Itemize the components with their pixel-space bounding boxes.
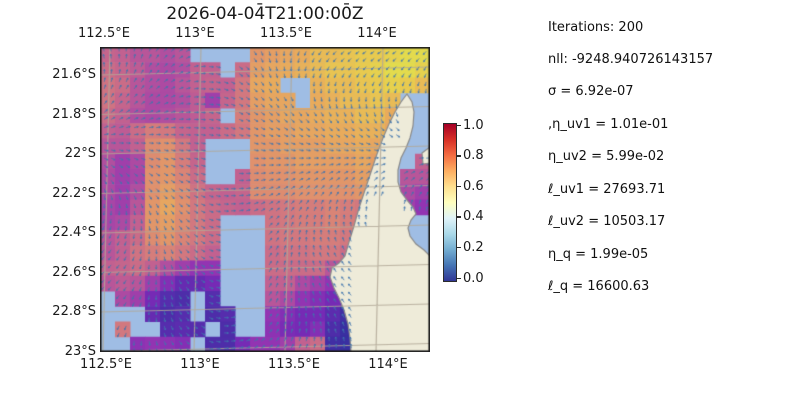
stat-eta-q: η_q = 1.99e-05 (548, 246, 649, 262)
stat-nll: nll: -9248.940726143157 (548, 52, 714, 67)
x-tick-label-top: 112.5°E (78, 26, 130, 41)
stats-panel: Iterations: 200 nll: -9248.940726143157 … (548, 20, 788, 310)
y-tick-label: 22°S (64, 146, 96, 161)
colorbar-tick-label: 0.8 (463, 148, 484, 164)
colorbar-tick (456, 124, 461, 126)
stat-ell-q: ℓ_q = 16600.63 (548, 279, 650, 294)
y-tick-label: 21.6°S (52, 67, 96, 82)
stat-eta-uv1: ,η_uv1 = 1.01e-01 (548, 116, 669, 132)
colorbar-tick (456, 246, 461, 249)
colorbar-tick-label: 0.0 (463, 270, 484, 286)
x-tick-label-top: 113.5°E (260, 26, 312, 41)
colorbar-tick-label: 0.6 (463, 178, 484, 194)
colorbar-tick (456, 277, 461, 279)
plot-title: 2026-04-04̄T21:00:00̄Z (166, 4, 364, 24)
x-tick-label-bottom: 114°E (368, 357, 408, 372)
colorbar-tick-label: 0.4 (463, 209, 484, 225)
map-canvas (100, 47, 430, 352)
colorbar-tick (456, 155, 461, 157)
y-tick-label: 21.8°S (52, 106, 96, 122)
stat-ell-uv2: ℓ_uv2 = 10503.17 (548, 214, 666, 229)
y-tick-label: 22.6°S (52, 264, 96, 280)
x-tick-label-bottom: 112.5°E (80, 357, 132, 372)
y-tick-label: 22.4°S (52, 225, 96, 240)
stat-iterations: Iterations: 200 (548, 20, 644, 35)
colorbar (443, 123, 457, 282)
map-panel (100, 47, 430, 352)
stat-sigma: σ = 6.92e-07 (548, 84, 634, 99)
y-tick-label: 23°S (64, 343, 96, 359)
y-tick-label: 22.8°S (52, 304, 96, 319)
stat-ell-uv1: ℓ_uv1 = 27693.71 (548, 182, 666, 197)
colorbar-tick-label: 1.0 (463, 117, 484, 133)
colorbar-tick (456, 185, 461, 188)
x-tick-label-top: 114°E (357, 26, 397, 41)
stat-eta-uv2: η_uv2 = 5.99e-02 (548, 148, 665, 164)
x-tick-label-bottom: 113°E (180, 357, 220, 372)
colorbar-tick-label: 0.2 (463, 239, 484, 255)
x-tick-label-bottom: 113.5°E (268, 357, 320, 372)
colorbar-tick (456, 216, 461, 218)
y-tick-label: 22.2°S (52, 185, 96, 201)
x-tick-label-top: 113°E (175, 26, 215, 41)
